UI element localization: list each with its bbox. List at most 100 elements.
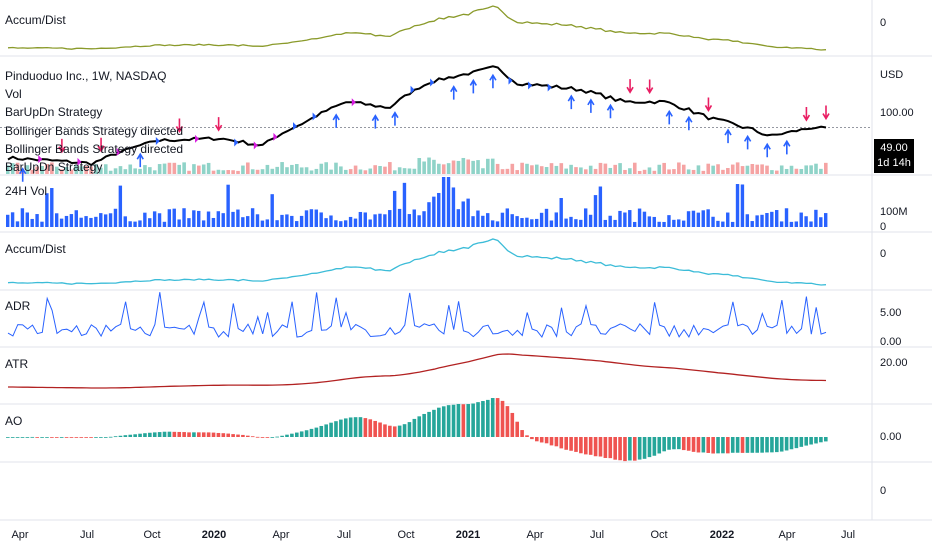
legend-barupdn-1[interactable]: BarUpDn Strategy [5, 105, 103, 119]
vol24h-bar [794, 221, 799, 227]
ao-bar [270, 437, 275, 438]
vol24h-bar [765, 213, 769, 227]
ao-bar [45, 437, 49, 438]
volume-bar [177, 164, 182, 174]
vol24h-bar [211, 217, 216, 227]
ao-bar [84, 437, 88, 438]
vol24h-bar [417, 215, 421, 227]
legend-bollinger-2[interactable]: Bollinger Bands Strategy directed [5, 142, 184, 156]
volume-bar [486, 158, 490, 174]
volume-bar [427, 157, 431, 174]
ao-bar [588, 437, 593, 455]
ao-bar [216, 432, 221, 437]
ao-bar [775, 437, 779, 453]
ao-bar [319, 425, 324, 437]
ao-bar [662, 437, 666, 452]
volume-bar [520, 162, 524, 174]
ao-bar [686, 437, 691, 451]
ao-bar [745, 437, 750, 453]
ao-bar [770, 437, 774, 453]
volume-bar [642, 169, 647, 174]
ao-bar [64, 437, 69, 438]
ao-bar [133, 434, 137, 437]
vol24h-bar [569, 216, 573, 227]
symbol-title[interactable]: Pinduoduo Inc., 1W, NASDAQ [5, 69, 167, 83]
volume-bar [647, 167, 652, 174]
accum-top-title[interactable]: Accum/Dist [5, 13, 66, 27]
vol24h-bar [304, 210, 309, 227]
buy-signal-arrow [391, 111, 399, 126]
legend-barupdn-2[interactable]: BarUpDn Strategy [5, 160, 103, 174]
vol24h-bar [628, 210, 632, 227]
volume-bar [304, 167, 309, 174]
adr-title[interactable]: ADR [5, 299, 31, 313]
volume-bar [696, 165, 701, 174]
ao-bar [103, 437, 108, 438]
vol24h-bar [441, 177, 446, 227]
vol24h-bar [525, 217, 529, 227]
buy-signal-arrow [469, 78, 478, 94]
atr-title[interactable]: ATR [5, 357, 29, 371]
vol24h-bar [637, 208, 642, 227]
x-axis-label: Apr [778, 529, 795, 541]
volume-bar [652, 170, 657, 174]
vol24h-bar [294, 221, 299, 227]
ao-bar [701, 437, 706, 453]
legend-vol[interactable]: Vol [5, 87, 22, 101]
ao-bar [285, 434, 289, 437]
ao-bar [99, 437, 103, 438]
ao-bar [343, 418, 348, 437]
ao-bar [628, 437, 632, 461]
volume-bar [148, 167, 152, 174]
volume-bar [579, 167, 583, 174]
vol24h-bar [216, 211, 221, 227]
vol24h-bar [309, 209, 314, 227]
vol24h-bar [40, 221, 44, 227]
sell-signal-arrow [626, 79, 634, 94]
ao-bar [495, 398, 500, 437]
ao-bar [187, 432, 191, 437]
volume-bar [378, 165, 382, 174]
ao-bar [539, 437, 544, 443]
volume-bar [99, 167, 103, 174]
vol24h-bar [45, 193, 49, 227]
volume-bar [290, 164, 294, 174]
volume-bar [515, 170, 520, 174]
vol24h-bar [383, 214, 387, 227]
volume-bar [236, 170, 240, 174]
ao-bar [35, 437, 39, 438]
ao-bar [456, 403, 461, 437]
ao-tick: 0.00 [880, 431, 902, 443]
volume-bar [94, 164, 98, 174]
volume-bar [525, 163, 529, 174]
volume-bar [64, 166, 69, 174]
ao-bar [735, 437, 740, 453]
volume-bar [265, 164, 270, 174]
ao-title[interactable]: AO [5, 414, 23, 428]
ao-bar [672, 437, 676, 450]
accum-mid-title[interactable]: Accum/Dist [5, 242, 66, 256]
volume-bar [726, 168, 730, 174]
volume-bar [206, 162, 211, 174]
vol24h-bar [226, 184, 230, 227]
volume-bar [299, 167, 304, 174]
ao-bar [721, 437, 725, 454]
ao-bar [804, 437, 809, 446]
legend-bollinger-1[interactable]: Bollinger Bands Strategy directed [5, 124, 184, 138]
vol24h-title[interactable]: 24H Vol [5, 184, 48, 198]
ao-bar [152, 432, 157, 437]
volume-bar [530, 165, 534, 174]
ao-bar [89, 437, 93, 438]
vol24h-bar [740, 184, 745, 227]
buy-signal-arrow [606, 103, 615, 119]
ao-bar [814, 437, 818, 444]
vol24h-bar [804, 216, 808, 227]
ao-bar [162, 431, 167, 437]
vol24h-bar [103, 214, 108, 227]
vol24h-bar [775, 210, 779, 227]
vol24h-bar [388, 210, 392, 227]
volume-bar [608, 167, 613, 174]
atr-tick: 20.00 [880, 357, 908, 369]
vol24h-bar [574, 219, 578, 227]
